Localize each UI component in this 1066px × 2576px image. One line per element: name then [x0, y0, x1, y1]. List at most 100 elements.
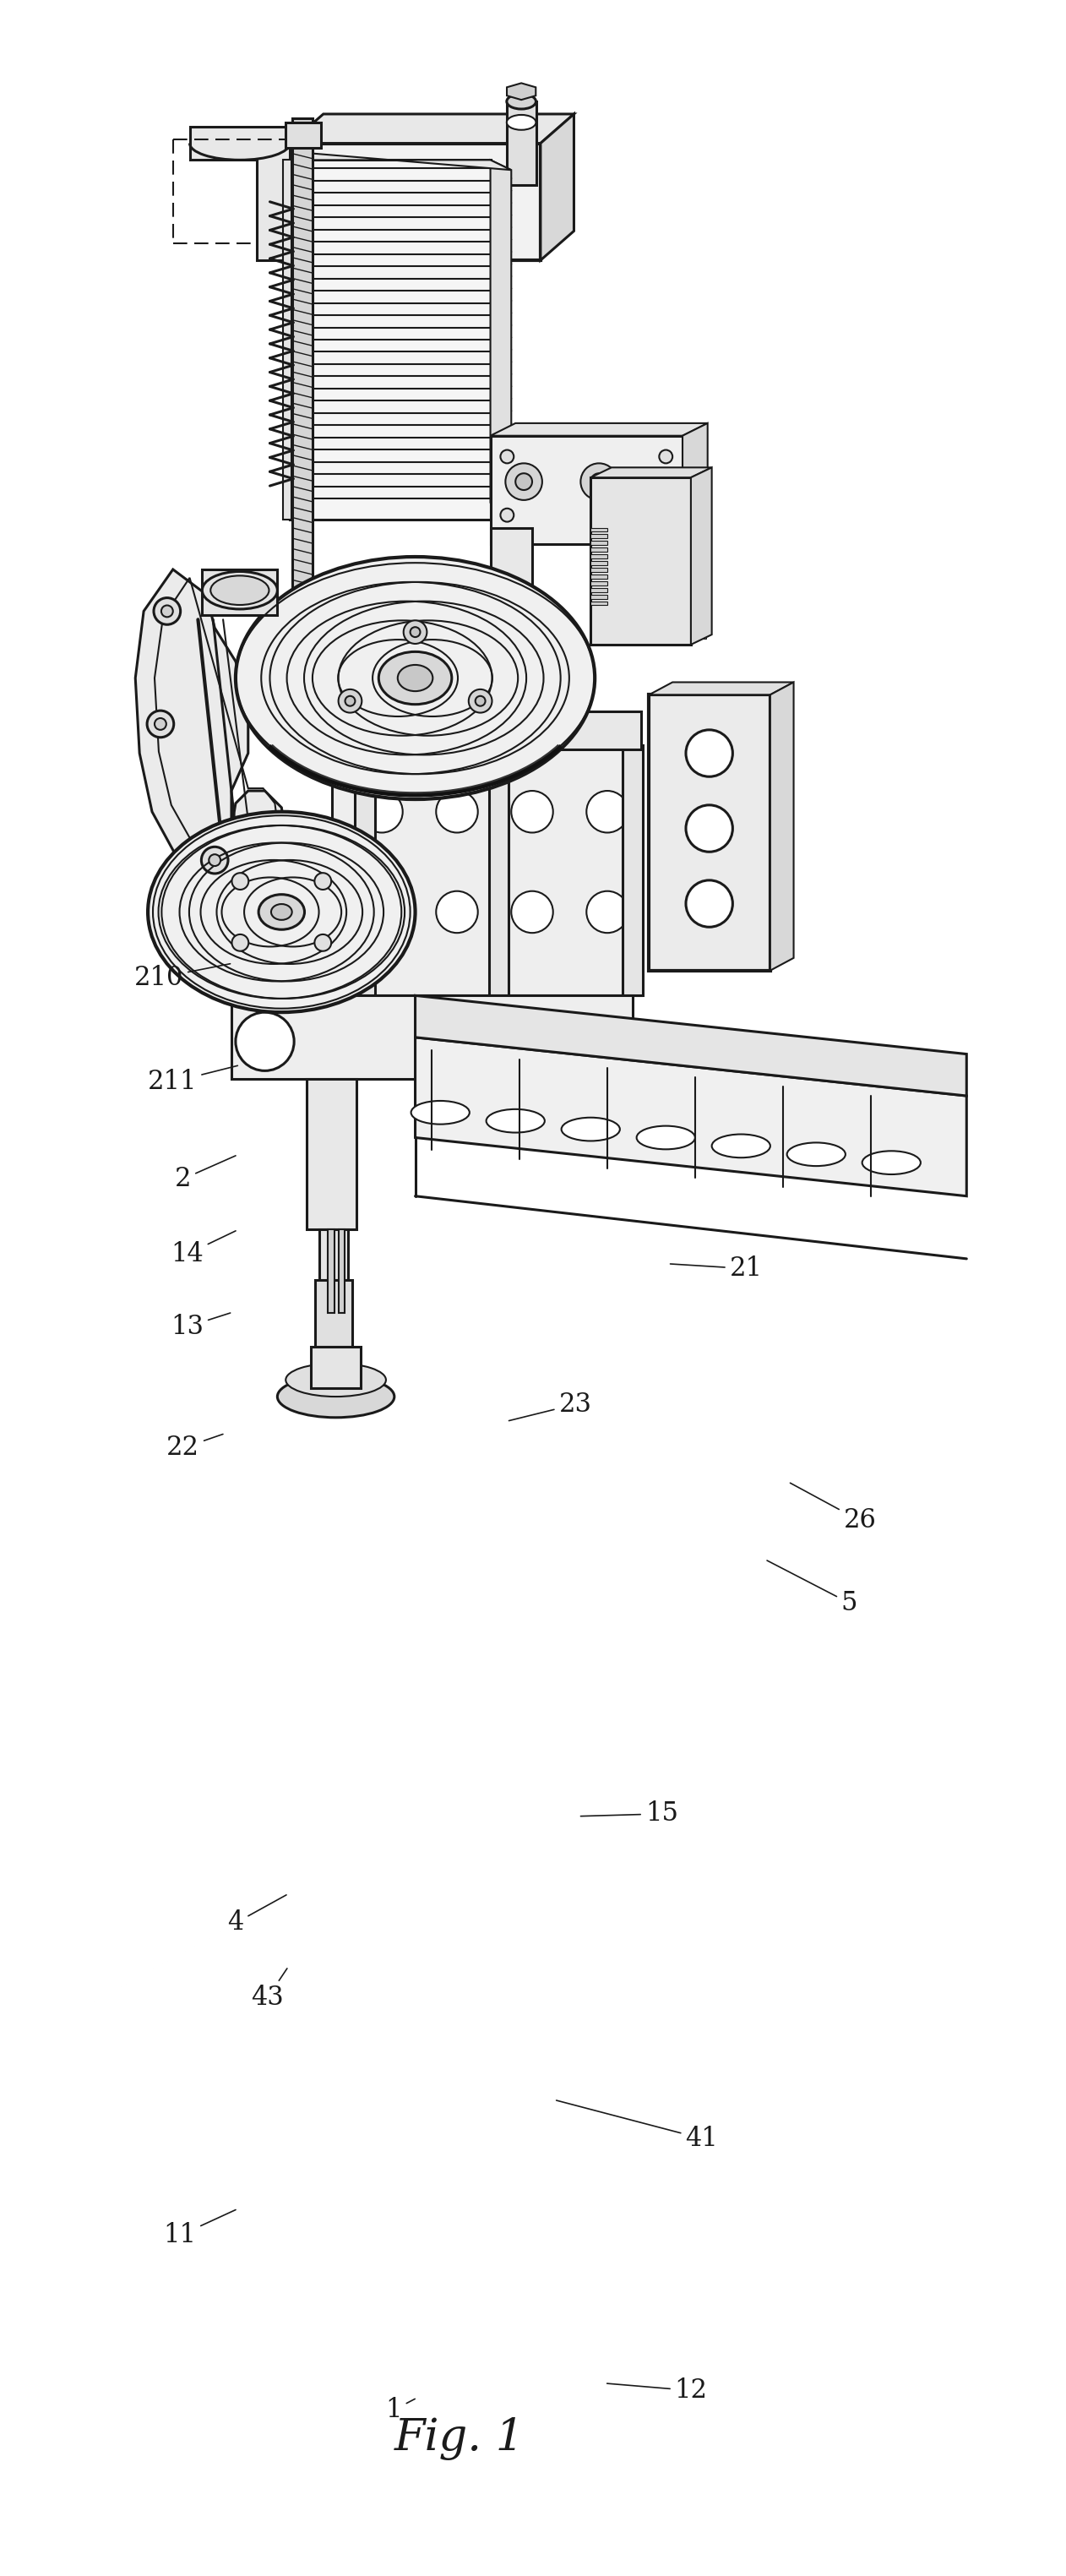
Bar: [355, 744, 375, 994]
Text: 4: 4: [227, 1896, 287, 1937]
Bar: [691, 590, 706, 595]
Bar: [691, 629, 706, 631]
Bar: [691, 582, 706, 587]
Bar: [691, 495, 706, 500]
Ellipse shape: [636, 1126, 695, 1149]
Bar: [691, 487, 706, 492]
Text: 2: 2: [175, 1157, 236, 1193]
Bar: [691, 621, 706, 626]
Circle shape: [469, 690, 492, 714]
Bar: [649, 696, 771, 971]
Circle shape: [361, 891, 403, 933]
Bar: [691, 595, 706, 600]
Bar: [691, 520, 706, 526]
Bar: [507, 100, 536, 185]
Circle shape: [436, 791, 478, 832]
Polygon shape: [691, 466, 712, 644]
Ellipse shape: [506, 93, 536, 108]
Bar: [691, 482, 706, 487]
Polygon shape: [332, 744, 641, 994]
Polygon shape: [506, 82, 536, 100]
Ellipse shape: [271, 904, 292, 920]
Ellipse shape: [712, 1133, 771, 1157]
Bar: [691, 634, 706, 639]
Text: 13: 13: [171, 1314, 230, 1340]
Circle shape: [586, 891, 628, 933]
Bar: [488, 744, 508, 994]
Polygon shape: [771, 683, 794, 971]
Bar: [691, 500, 706, 505]
Ellipse shape: [378, 652, 452, 703]
Bar: [691, 507, 706, 513]
Text: 14: 14: [171, 1231, 236, 1267]
Circle shape: [586, 791, 628, 832]
Bar: [591, 567, 608, 572]
Polygon shape: [416, 994, 967, 1095]
Bar: [591, 582, 608, 585]
Circle shape: [361, 791, 403, 832]
Bar: [623, 744, 643, 994]
Polygon shape: [490, 422, 708, 435]
Circle shape: [231, 873, 248, 889]
Bar: [691, 577, 706, 582]
Circle shape: [161, 605, 173, 618]
Circle shape: [488, 191, 508, 211]
Polygon shape: [490, 160, 512, 513]
Circle shape: [411, 198, 419, 206]
Circle shape: [685, 881, 732, 927]
Bar: [284, 160, 292, 520]
Text: 211: 211: [148, 1066, 238, 1095]
Polygon shape: [290, 113, 574, 144]
Polygon shape: [290, 144, 540, 260]
Circle shape: [500, 507, 514, 523]
Circle shape: [314, 935, 332, 951]
Bar: [691, 564, 706, 569]
Bar: [691, 569, 706, 574]
Text: 23: 23: [508, 1391, 592, 1422]
Circle shape: [685, 729, 732, 775]
Bar: [203, 569, 277, 616]
Circle shape: [209, 855, 221, 866]
Polygon shape: [649, 683, 794, 696]
Bar: [591, 595, 608, 598]
Bar: [591, 528, 608, 531]
Bar: [332, 711, 641, 750]
Circle shape: [369, 198, 377, 206]
Circle shape: [154, 598, 180, 623]
Bar: [591, 600, 608, 605]
Bar: [591, 533, 608, 538]
Ellipse shape: [506, 116, 536, 129]
Circle shape: [236, 1012, 294, 1072]
Circle shape: [475, 696, 485, 706]
Polygon shape: [416, 1038, 967, 1195]
Text: 21: 21: [671, 1255, 762, 1283]
Bar: [311, 1347, 361, 1388]
Bar: [338, 1229, 345, 1314]
Ellipse shape: [411, 1100, 469, 1123]
Ellipse shape: [148, 811, 416, 1012]
Circle shape: [314, 873, 332, 889]
Text: 43: 43: [251, 1968, 287, 2012]
Bar: [691, 603, 706, 608]
Circle shape: [659, 507, 673, 523]
Bar: [490, 435, 682, 544]
Text: 26: 26: [790, 1484, 876, 1533]
Bar: [691, 538, 706, 544]
Bar: [290, 160, 490, 520]
Circle shape: [201, 848, 228, 873]
Bar: [691, 616, 706, 618]
Ellipse shape: [862, 1151, 921, 1175]
Text: 210: 210: [134, 963, 230, 992]
Circle shape: [516, 474, 532, 489]
Ellipse shape: [286, 1363, 386, 1396]
Circle shape: [512, 791, 553, 832]
Bar: [691, 551, 706, 556]
Polygon shape: [682, 422, 708, 544]
Text: 5: 5: [768, 1561, 857, 1615]
Ellipse shape: [398, 665, 433, 690]
Text: 41: 41: [556, 2099, 718, 2151]
Circle shape: [591, 474, 608, 489]
Bar: [314, 1280, 353, 1347]
Circle shape: [447, 191, 467, 211]
Bar: [691, 513, 706, 518]
